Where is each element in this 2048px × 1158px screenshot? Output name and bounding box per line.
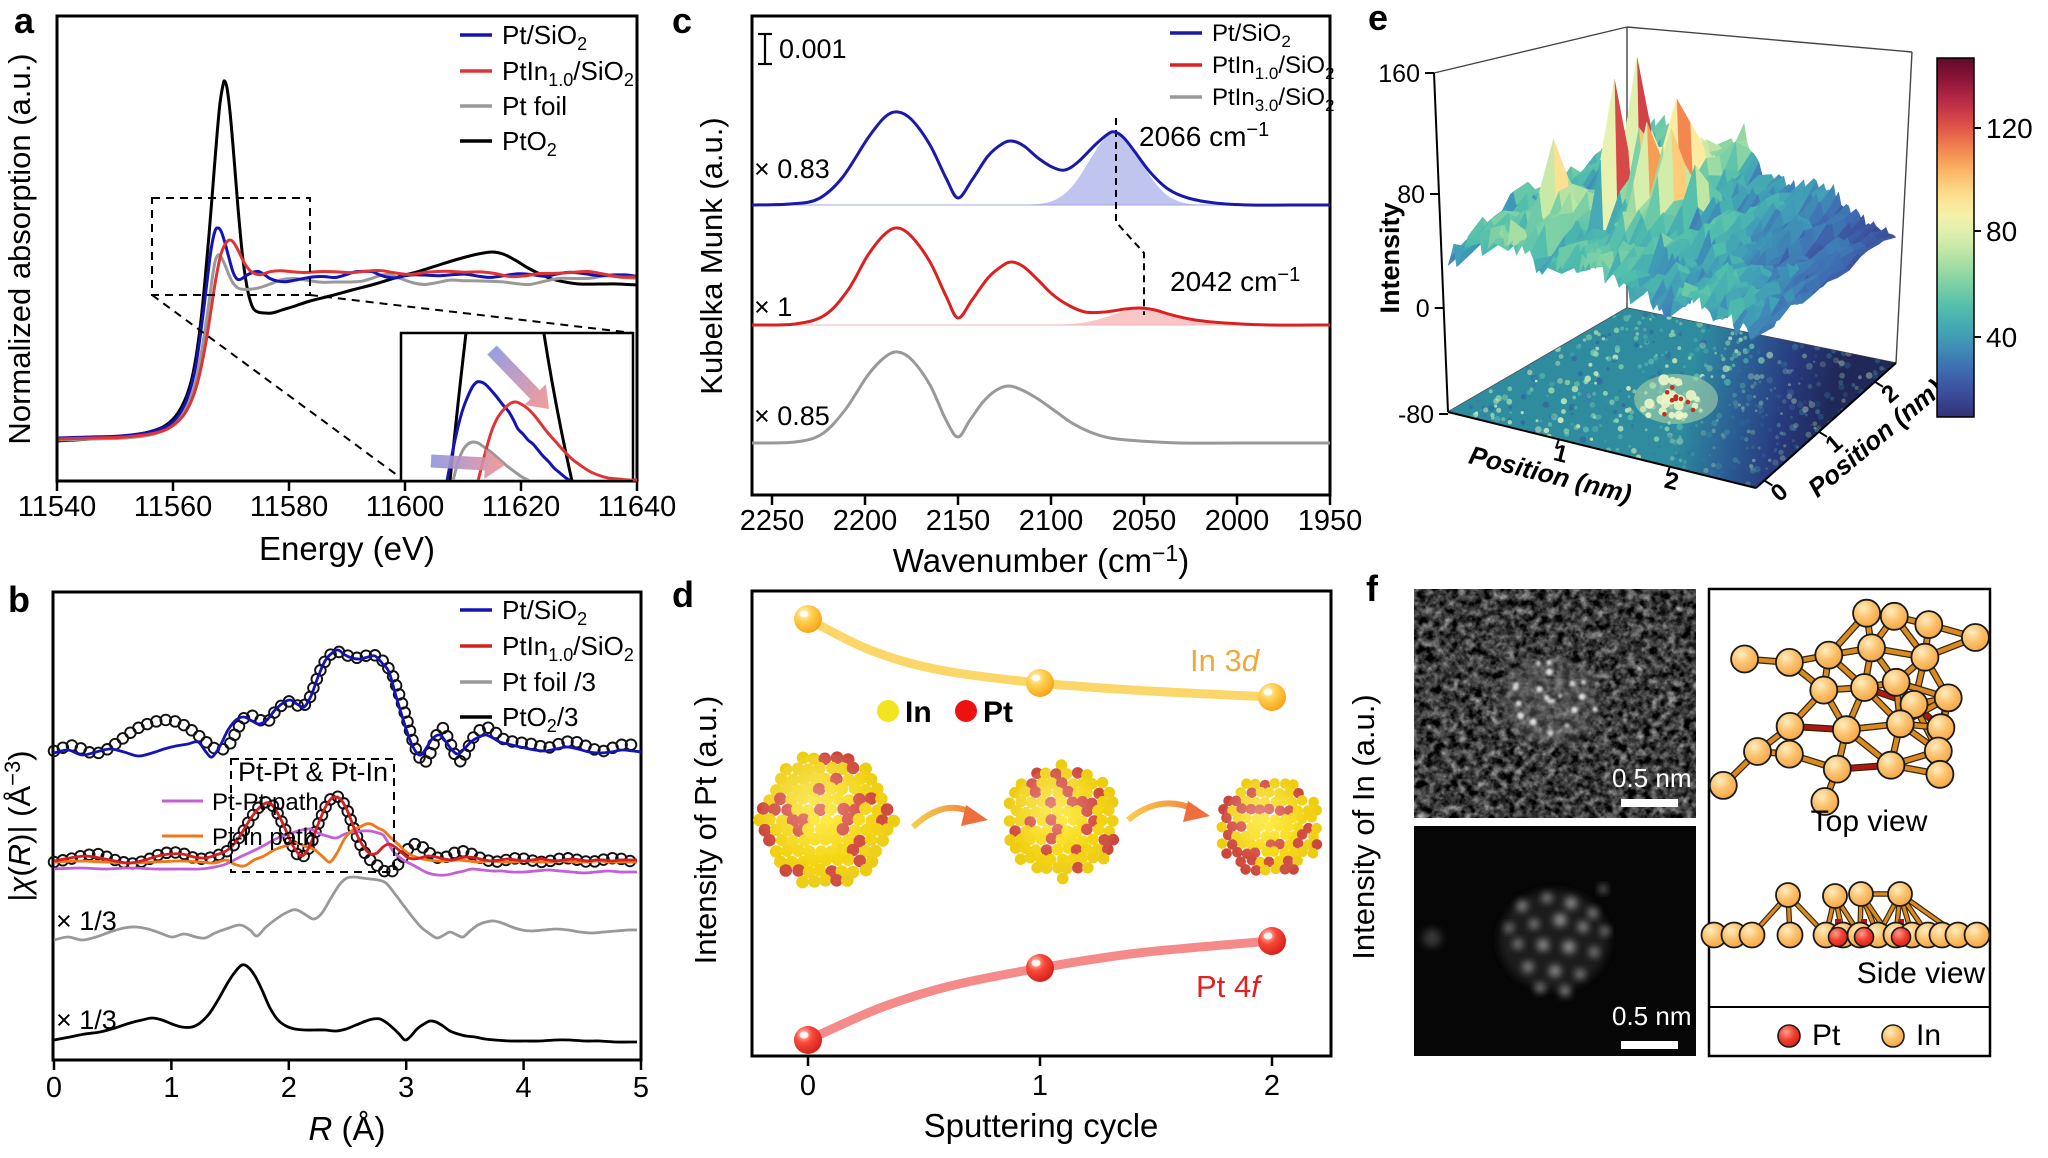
svg-text:0.5 nm: 0.5 nm — [1612, 763, 1692, 793]
svg-text:1950: 1950 — [1298, 505, 1363, 537]
svg-text:Pt-Pt & Pt-In: Pt-Pt & Pt-In — [238, 757, 388, 787]
svg-text:5: 5 — [633, 1072, 649, 1104]
svg-text:In: In — [905, 696, 932, 729]
svg-text:|χ(R)| (Å−3): |χ(R)| (Å−3) — [0, 750, 37, 901]
svg-text:Intensity of In (a.u.): Intensity of In (a.u.) — [1346, 694, 1381, 959]
svg-text:2000: 2000 — [1205, 505, 1270, 537]
svg-text:Sputtering cycle: Sputtering cycle — [924, 1107, 1159, 1144]
svg-text:Pt: Pt — [1812, 1019, 1841, 1052]
svg-text:Pt/SiO2​: Pt/SiO2​ — [502, 20, 587, 54]
svg-text:2250: 2250 — [740, 505, 805, 537]
svg-text:Pt/SiO2​: Pt/SiO2​ — [1212, 20, 1291, 51]
svg-text:Wavenumber (cm−1): Wavenumber (cm−1) — [893, 540, 1189, 579]
svg-text:b: b — [8, 579, 30, 620]
svg-text:2: 2 — [1662, 467, 1681, 496]
svg-text:2100: 2100 — [1019, 505, 1084, 537]
svg-text:× 0.85: × 0.85 — [754, 401, 830, 431]
svg-text:2: 2 — [281, 1072, 297, 1104]
svg-text:11620: 11620 — [482, 491, 561, 523]
svg-text:Pt 4f: Pt 4f — [1196, 969, 1263, 1004]
svg-text:Pt foil /3: Pt foil /3 — [502, 667, 596, 697]
svg-text:1: 1 — [1551, 439, 1570, 468]
svg-text:× 1/3: × 1/3 — [56, 906, 117, 936]
svg-text:0: 0 — [1416, 295, 1430, 323]
svg-text:11580: 11580 — [250, 491, 329, 523]
svg-text:0: 0 — [46, 1072, 62, 1104]
svg-text:Pt foil: Pt foil — [502, 91, 567, 121]
svg-text:a: a — [14, 0, 35, 41]
svg-text:Intensity of Pt (a.u.): Intensity of Pt (a.u.) — [688, 696, 723, 965]
svg-text:1: 1 — [163, 1072, 179, 1104]
svg-text:Pt-Pt path: Pt-Pt path — [212, 789, 319, 816]
svg-text:11640: 11640 — [598, 491, 677, 523]
svg-text:2050: 2050 — [1112, 505, 1177, 537]
svg-text:120: 120 — [1986, 113, 2033, 144]
svg-text:Side view: Side view — [1857, 957, 1986, 990]
svg-text:80: 80 — [1397, 181, 1425, 209]
svg-text:80: 80 — [1986, 216, 2017, 247]
svg-text:d: d — [672, 574, 694, 615]
svg-text:0: 0 — [800, 1070, 816, 1102]
svg-text:2150: 2150 — [926, 505, 991, 537]
svg-text:0: 0 — [1766, 478, 1794, 507]
svg-text:4: 4 — [516, 1072, 532, 1104]
svg-text:160: 160 — [1378, 60, 1420, 88]
svg-text:Energy (eV): Energy (eV) — [259, 530, 435, 567]
svg-text:× 0.83: × 0.83 — [754, 154, 830, 184]
svg-text:c: c — [672, 0, 692, 41]
svg-text:40: 40 — [1986, 322, 2017, 353]
svg-text:-80: -80 — [1398, 401, 1434, 429]
svg-text:0.001: 0.001 — [779, 34, 847, 64]
svg-text:1: 1 — [1032, 1070, 1048, 1102]
svg-text:Pt: Pt — [983, 696, 1013, 729]
svg-text:2200: 2200 — [833, 505, 898, 537]
svg-text:× 1/3: × 1/3 — [56, 1005, 117, 1035]
svg-text:Normalized absorption (a.u.): Normalized absorption (a.u.) — [2, 53, 37, 444]
svg-text:e: e — [1368, 0, 1388, 38]
svg-text:Pt-In path: Pt-In path — [212, 824, 316, 851]
svg-text:f: f — [1366, 568, 1379, 609]
svg-text:0.5 nm: 0.5 nm — [1612, 1001, 1692, 1031]
svg-text:PtO2​/3: PtO2​/3 — [502, 702, 579, 736]
svg-text:In 3d: In 3d — [1190, 643, 1261, 678]
svg-text:Intensity: Intensity — [1375, 202, 1405, 313]
svg-text:Top view: Top view — [1811, 805, 1928, 838]
svg-text:× 1: × 1 — [754, 292, 792, 322]
svg-text:2: 2 — [1264, 1070, 1280, 1102]
svg-text:In: In — [1916, 1019, 1941, 1052]
svg-text:11600: 11600 — [366, 491, 445, 523]
svg-text:Kubelka Munk (a.u.): Kubelka Munk (a.u.) — [694, 117, 729, 394]
svg-text:3: 3 — [398, 1072, 414, 1104]
svg-text:R (Å): R (Å) — [308, 1110, 385, 1147]
svg-text:11560: 11560 — [134, 491, 213, 523]
svg-text:Pt/SiO2​: Pt/SiO2​ — [502, 595, 587, 629]
svg-text:11540: 11540 — [18, 491, 97, 523]
